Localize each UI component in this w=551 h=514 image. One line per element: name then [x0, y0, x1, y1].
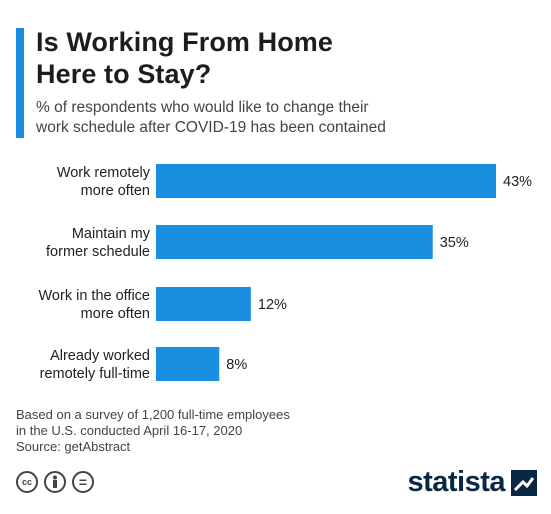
statista-logo-icon: [511, 469, 537, 496]
category-label-1-1: former schedule: [46, 244, 150, 260]
category-label-0-1: more often: [81, 183, 150, 199]
bar-2: [156, 287, 251, 321]
value-label-1: 35%: [440, 235, 469, 251]
survey-footnote: Based on a survey of 1,200 full-time emp…: [16, 407, 290, 438]
category-label-3-0: Already worked: [50, 348, 150, 364]
value-label-2: 12%: [258, 297, 287, 313]
equals-icon[interactable]: =: [72, 471, 94, 493]
category-label-3-1: remotely full-time: [40, 366, 150, 382]
statista-brand[interactable]: statista: [407, 466, 537, 499]
license-icons: cc =: [16, 471, 94, 493]
brand-name: statista: [407, 466, 505, 498]
cc-icon[interactable]: cc: [16, 471, 38, 493]
bar-0: [156, 164, 496, 198]
chart-subtitle: % of respondents who would like to chang…: [36, 99, 386, 136]
source-note: Source: getAbstract: [16, 439, 131, 454]
category-label-2-0: Work in the office: [39, 288, 151, 304]
value-label-3: 8%: [226, 357, 247, 373]
value-label-0: 43%: [503, 174, 532, 190]
category-label-0-0: Work remotely: [57, 165, 151, 181]
category-label-1-0: Maintain my: [72, 226, 151, 242]
chart-title: Is Working From Home Here to Stay?: [36, 27, 334, 89]
bar-3: [156, 347, 220, 381]
person-icon[interactable]: [44, 471, 66, 493]
title-accent-bar: [16, 28, 24, 138]
bar-1: [156, 225, 433, 259]
category-label-2-1: more often: [81, 306, 150, 322]
